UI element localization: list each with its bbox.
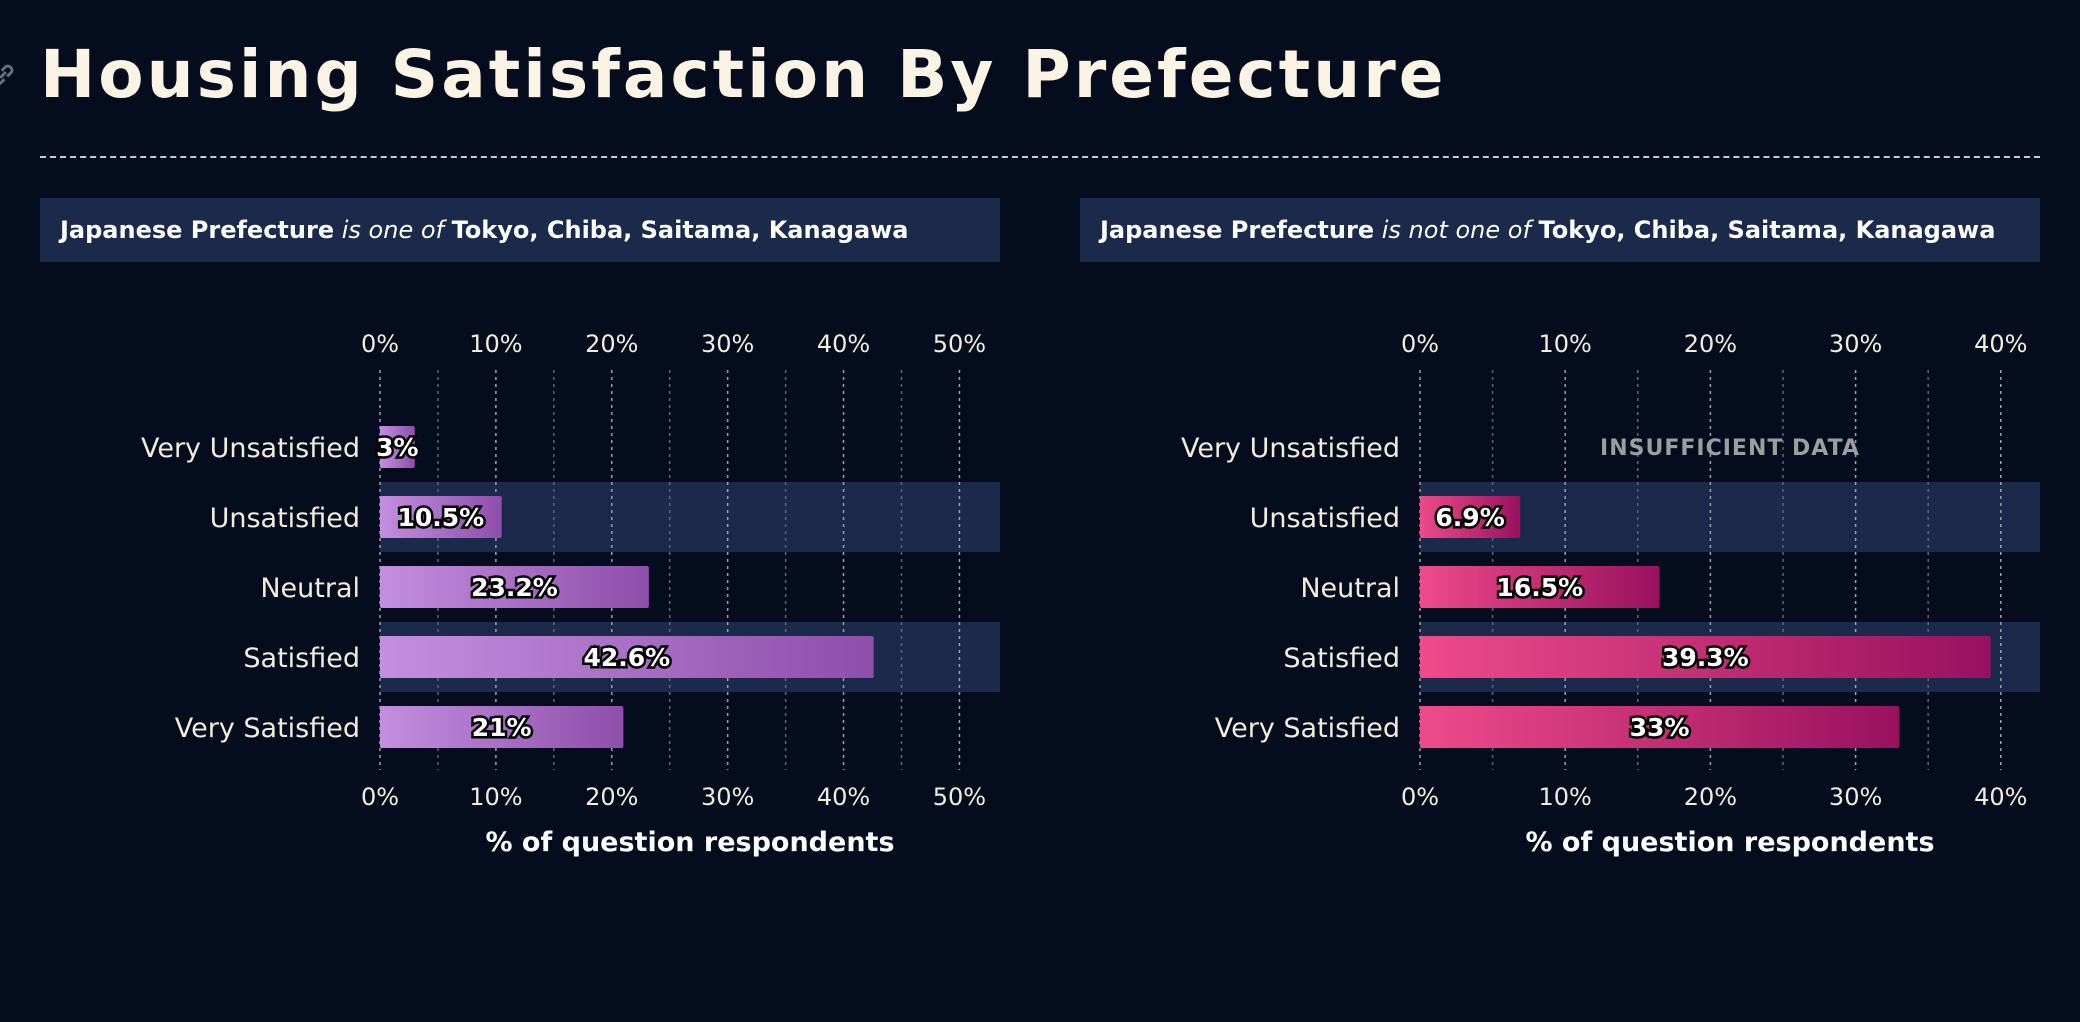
chart-panel-right: Japanese Prefecture is not one of Tokyo,… xyxy=(1080,198,2040,888)
x-tick-label-top: 10% xyxy=(1539,330,1592,358)
value-label: 23.2% xyxy=(471,573,558,602)
bar[interactable] xyxy=(1420,496,1521,538)
filter-field: Japanese Prefecture xyxy=(60,216,335,244)
insufficient-data-label: INSUFFICIENT DATA xyxy=(1600,436,1860,461)
filter-box-right: Japanese Prefecture is not one of Tokyo,… xyxy=(1080,198,2040,262)
chart-panel-left: Japanese Prefecture is one of Tokyo, Chi… xyxy=(40,198,1000,888)
category-label: Very Satisfied xyxy=(1215,713,1400,744)
category-label: Very Unsatisfied xyxy=(1181,433,1400,464)
filter-field: Japanese Prefecture xyxy=(1100,216,1375,244)
category-label: Satisfied xyxy=(243,643,360,674)
category-label: Very Satisfied xyxy=(175,713,360,744)
x-tick-label-top: 50% xyxy=(933,330,986,358)
value-label: 10.5% xyxy=(397,503,484,532)
x-tick-label-bottom: 30% xyxy=(1829,783,1882,811)
filter-operator: is one of xyxy=(341,216,444,244)
category-label: Very Unsatisfied xyxy=(141,433,360,464)
x-tick-label-bottom: 20% xyxy=(1684,783,1737,811)
filter-values: Tokyo, Chiba, Saitama, Kanagawa xyxy=(1538,216,1996,244)
bar-chart-left: 0% 0% 10% 10% 20% 20% 30% 30% 40% 40% 50% 50% Very U… xyxy=(141,330,1000,858)
value-label: 3% xyxy=(376,433,418,462)
value-label: 33% xyxy=(1630,713,1690,742)
value-label: 39.3% xyxy=(1662,643,1749,672)
category-label: Unsatisfied xyxy=(210,503,360,534)
x-tick-label-top: 20% xyxy=(1684,330,1737,358)
bar[interactable] xyxy=(1420,566,1660,608)
x-tick-label-bottom: 10% xyxy=(1539,783,1592,811)
row-band xyxy=(1420,482,2040,552)
x-tick-label-top: 0% xyxy=(361,330,399,358)
x-tick-label-bottom: 30% xyxy=(701,783,754,811)
x-tick-label-bottom: 0% xyxy=(361,783,399,811)
category-label: Neutral xyxy=(1300,573,1400,604)
x-tick-label-bottom: 10% xyxy=(469,783,522,811)
title-divider xyxy=(40,156,2040,158)
x-tick-label-top: 30% xyxy=(1829,330,1882,358)
x-tick-label-bottom: 50% xyxy=(933,783,986,811)
x-tick-label-bottom: 20% xyxy=(585,783,638,811)
bar[interactable] xyxy=(380,566,649,608)
bar[interactable] xyxy=(1420,706,1900,748)
x-tick-label-top: 40% xyxy=(1974,330,2027,358)
page-title: Housing Satisfaction By Prefecture xyxy=(40,36,1447,113)
x-tick-label-top: 0% xyxy=(1401,330,1439,358)
value-label: 42.6% xyxy=(583,643,670,672)
value-label: 16.5% xyxy=(1496,573,1583,602)
x-axis-label: % of question respondents xyxy=(1525,827,1934,858)
x-tick-label-top: 20% xyxy=(585,330,638,358)
filter-operator: is not one of xyxy=(1381,216,1531,244)
x-tick-label-bottom: 0% xyxy=(1401,783,1439,811)
bar[interactable] xyxy=(380,636,874,678)
x-tick-label-top: 40% xyxy=(817,330,870,358)
link-icon[interactable] xyxy=(0,58,20,92)
bar[interactable] xyxy=(380,496,502,538)
x-tick-label-bottom: 40% xyxy=(817,783,870,811)
filter-box-left: Japanese Prefecture is one of Tokyo, Chi… xyxy=(40,198,1000,262)
bar[interactable] xyxy=(380,426,415,468)
x-axis-label: % of question respondents xyxy=(485,827,894,858)
value-label: 6.9% xyxy=(1435,503,1504,532)
x-tick-label-top: 10% xyxy=(469,330,522,358)
x-tick-label-top: 30% xyxy=(701,330,754,358)
bar-chart-right: 0% 0% 10% 10% 20% 20% 30% 30% 40% 40% Very Unsatis… xyxy=(1181,330,2040,858)
category-label: Unsatisfied xyxy=(1250,503,1400,534)
value-label: 21% xyxy=(472,713,532,742)
category-label: Satisfied xyxy=(1283,643,1400,674)
filter-values: Tokyo, Chiba, Saitama, Kanagawa xyxy=(451,216,909,244)
x-tick-label-bottom: 40% xyxy=(1974,783,2027,811)
category-label: Neutral xyxy=(260,573,360,604)
bar[interactable] xyxy=(1420,636,1991,678)
bar[interactable] xyxy=(380,706,624,748)
